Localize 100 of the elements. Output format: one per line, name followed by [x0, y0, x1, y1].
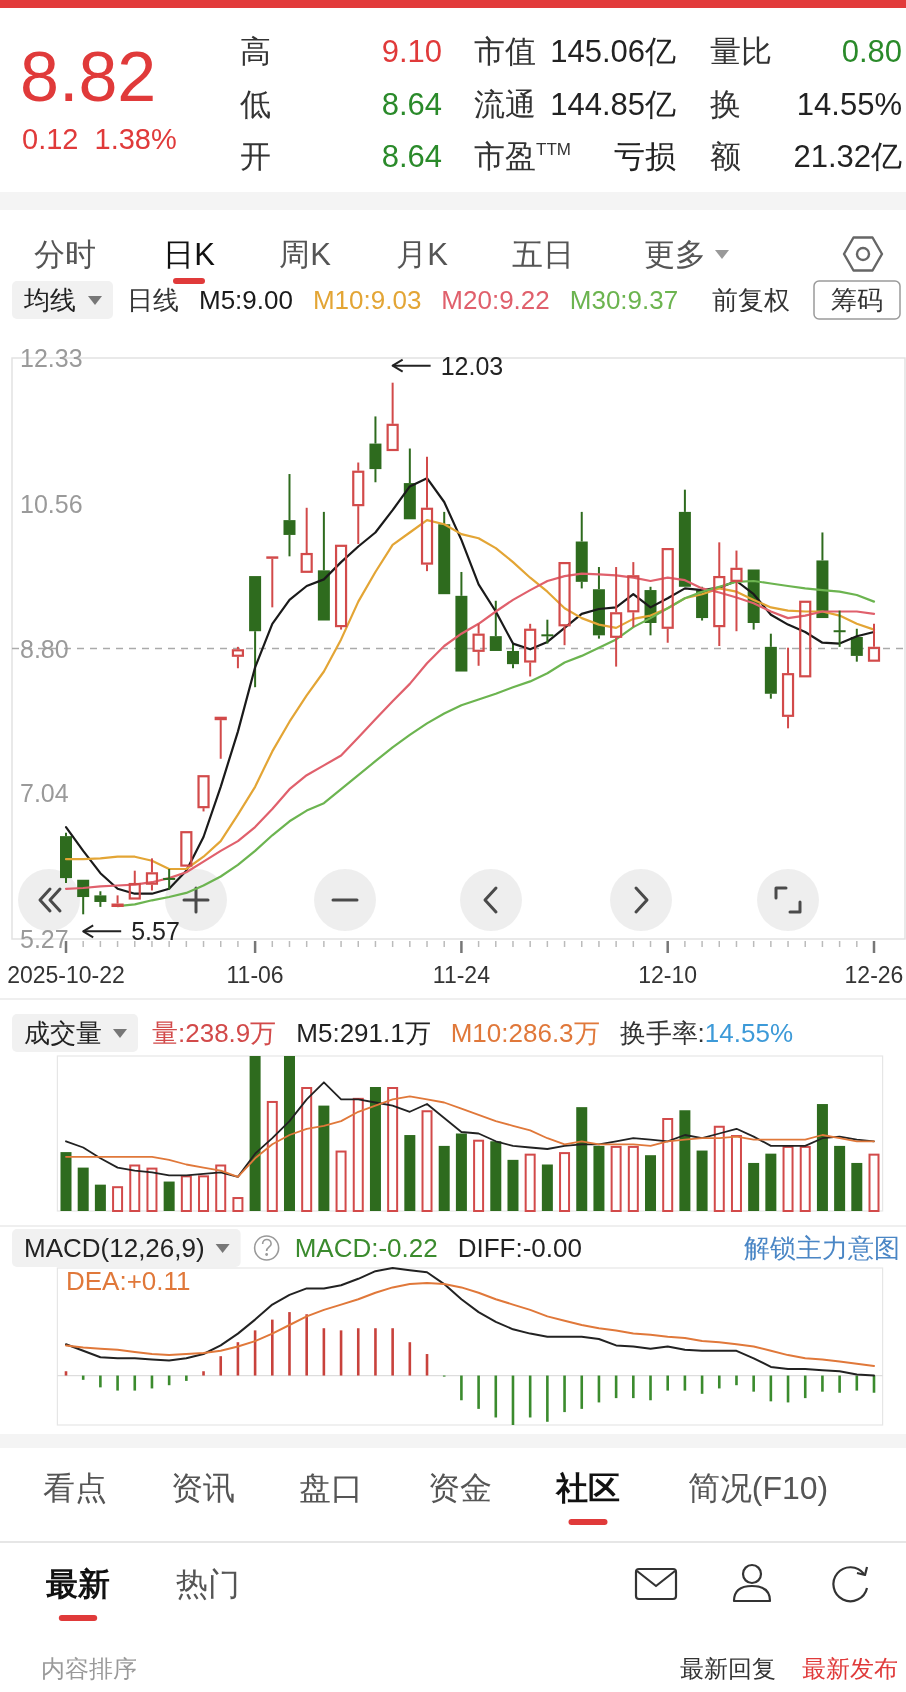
series-label: 量:238.9万: [152, 1018, 277, 1048]
text: 14.55%: [704, 1018, 793, 1048]
text: M30:9.37: [569, 285, 679, 315]
text: 更多: [644, 236, 706, 272]
y-tick-label: 8.80: [20, 634, 69, 663]
text: 亏损: [614, 138, 676, 174]
bar: [460, 1375, 463, 1401]
annotation: 5.57: [131, 917, 180, 946]
bar: [649, 1375, 652, 1401]
candlestick: [455, 570, 468, 672]
text: 热门: [176, 1566, 240, 1602]
candlestick: [867, 622, 881, 662]
candlestick: [713, 541, 726, 648]
text: 资金: [428, 1470, 492, 1506]
bar: [662, 1118, 674, 1212]
bar: [546, 1375, 549, 1422]
candlestick: [128, 869, 141, 900]
bar: [232, 1197, 244, 1212]
text: 21.32亿: [793, 138, 902, 174]
candlestick: [94, 890, 107, 908]
legend-title: 均线: [23, 285, 76, 315]
bar: [782, 1145, 794, 1212]
bar: [735, 1375, 738, 1386]
text: 最新: [46, 1566, 110, 1602]
bar: [266, 1100, 278, 1212]
text: 月K: [396, 236, 449, 272]
bar: [838, 1375, 841, 1393]
candlestick: [249, 576, 262, 689]
bar: [198, 1175, 210, 1212]
bar: [816, 1104, 828, 1211]
bar: [283, 1056, 295, 1211]
bar: [391, 1328, 394, 1376]
bar: [318, 1105, 330, 1211]
candlestick: [317, 510, 330, 621]
x-tick-label: 12-26: [844, 962, 904, 988]
bar: [490, 1141, 502, 1211]
text: 筹码: [831, 285, 883, 315]
bar: [576, 1107, 588, 1211]
candlestick: [799, 600, 812, 678]
text: 分时: [34, 236, 96, 272]
series-label: DIFF:-0.00: [457, 1233, 582, 1263]
candlestick: [833, 609, 846, 648]
bar: [696, 1150, 708, 1211]
text: 日线: [127, 285, 179, 315]
bar: [627, 1145, 639, 1212]
bar: [185, 1375, 188, 1381]
text: 换: [710, 86, 741, 122]
candlestick: [627, 561, 640, 629]
text: 8.82: [20, 38, 157, 116]
text: 9.10: [381, 33, 442, 69]
candlestick: [661, 548, 674, 644]
bar: [356, 1328, 360, 1376]
bar: [455, 1133, 467, 1211]
series-label: MACD:-0.22: [294, 1233, 438, 1263]
text: 量比: [710, 33, 772, 69]
bar: [215, 1164, 227, 1212]
bar: [99, 1375, 102, 1388]
bar: [438, 1145, 450, 1211]
bar: [632, 1375, 635, 1399]
y-tick-label: 10.56: [20, 489, 83, 518]
text: 144.85亿: [550, 86, 676, 122]
chart-title: MACD(12,26,9): [24, 1233, 205, 1263]
text: 14.55%: [796, 86, 902, 122]
text: 日K: [163, 236, 216, 272]
bar: [803, 1375, 807, 1399]
bar: [610, 1145, 622, 1212]
bar: [219, 1356, 223, 1376]
bar: [301, 1087, 313, 1212]
text: 周K: [279, 236, 332, 272]
bar: [94, 1184, 106, 1211]
text: M20:9.22: [441, 285, 550, 315]
candlestick: [610, 566, 623, 668]
bar: [249, 1056, 261, 1211]
bar: [752, 1375, 755, 1392]
x-tick-label: 12-10: [638, 962, 698, 988]
candlestick: [575, 510, 588, 590]
y-tick-label: 5.27: [20, 925, 69, 953]
bar: [116, 1375, 119, 1391]
text: 换手率:: [619, 1018, 705, 1048]
candlestick: [266, 556, 279, 609]
bar: [713, 1125, 725, 1212]
bar: [163, 1181, 175, 1211]
text: 流通: [474, 86, 536, 122]
text: 看点: [43, 1470, 107, 1506]
candlestick: [420, 455, 434, 573]
series-label: M5:291.1万: [296, 1018, 431, 1048]
bar: [374, 1328, 377, 1376]
y-tick-label: 12.33: [20, 344, 83, 372]
bar: [202, 1371, 205, 1376]
text: 盘口: [299, 1470, 363, 1506]
bar: [60, 1152, 72, 1211]
text: 8.64: [381, 138, 442, 174]
text: 最新发布: [802, 1654, 898, 1682]
bar: [593, 1145, 605, 1211]
text: 8.64: [381, 86, 442, 122]
bar: [580, 1375, 584, 1409]
text: 市盈$^{TTM}$: [474, 138, 571, 174]
bar: [851, 1162, 863, 1211]
bar: [335, 1150, 347, 1212]
text: 内容排序: [41, 1654, 137, 1682]
